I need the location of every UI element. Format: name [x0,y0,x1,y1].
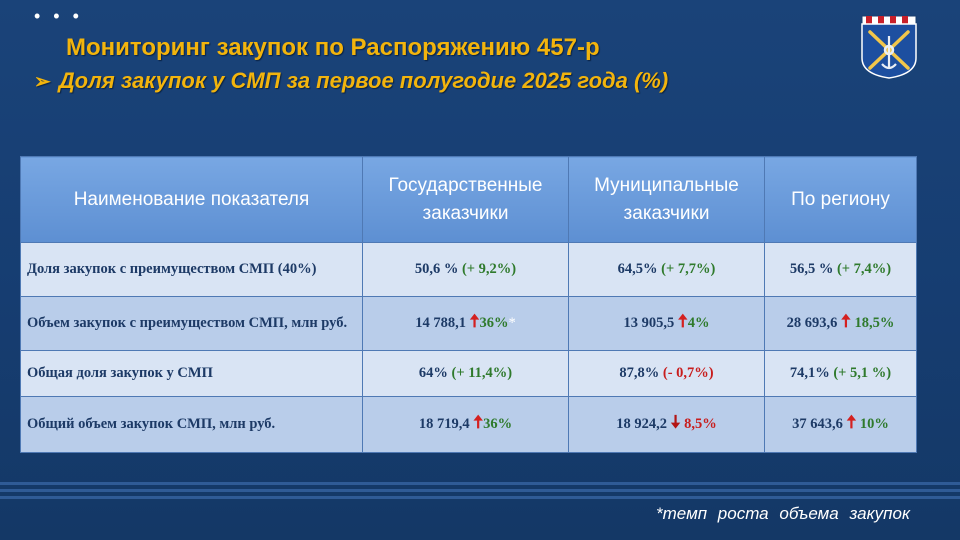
cell-municipal: 64,5% (+ 7,7%) [568,242,765,297]
cell-state: 64% (+ 11,4%) [362,350,569,397]
table-row: Общий объем закупок СМП, млн руб. 18 719… [20,396,917,453]
arrow-up-icon: 🠅 [469,311,480,332]
cell-change: (+ 11,4%) [451,365,513,381]
cell-value: 64% [418,365,448,381]
growth-percent: 36% [483,416,513,432]
table-header-row: Наименование показателя Государственные … [20,156,917,243]
cell-value: 37 643,6 [792,416,843,432]
arrow-up-icon: 🠅 [841,311,851,332]
column-header-municipal: Муниципальные заказчики [568,156,765,243]
cell-change: (+ 7,4%) [836,261,892,277]
footnote: *темп роста объема закупок [656,504,910,523]
cell-change: (- 0,7%) [662,365,714,381]
growth-percent: 4% [687,315,710,331]
arrow-down-icon: 🠇 [670,412,681,433]
growth-percent: 18,5% [854,315,895,331]
cell-value: 87,8% [619,365,660,381]
decorative-stripes [0,480,960,510]
row-label: Общая доля закупок у СМП [20,350,363,397]
row-label: Объем закупок с преимуществом СМП, млн р… [20,296,363,351]
smp-procurement-table: Наименование показателя Государственные … [20,156,917,453]
cell-region: 28 693,6 🠅 18,5% [764,296,917,351]
cell-municipal: 87,8% (- 0,7%) [568,350,765,397]
column-header-region: По региону [764,156,917,243]
cell-value: 64,5% [617,261,658,277]
column-header-indicator: Наименование показателя [20,156,363,243]
cell-change: (+ 9,2%) [461,261,517,277]
table-row: Общая доля закупок у СМП 64% (+ 11,4%) 8… [20,350,917,397]
arrow-up-icon: 🠅 [473,412,484,433]
footnote-marker: * [508,315,516,331]
cell-change: (+ 5,1 %) [833,365,892,381]
cell-region: 37 643,6 🠅 10% [764,396,917,453]
cell-state: 18 719,4 🠅36% [362,396,569,453]
column-header-state: Государственные заказчики [362,156,569,243]
menu-dots: • • • [34,6,83,26]
arrow-up-icon: 🠅 [846,412,857,433]
table-row: Объем закупок с преимуществом СМП, млн р… [20,296,917,351]
cell-region: 56,5 % (+ 7,4%) [764,242,917,297]
cell-value: 74,1% [789,365,830,381]
cell-municipal: 13 905,5 🠅4% [568,296,765,351]
bullet-arrow-icon: ➢ [34,71,51,93]
cell-value: 28 693,6 [786,315,838,331]
cell-value: 18 719,4 [418,416,470,432]
cell-state: 14 788,1 🠅36%* [362,296,569,351]
growth-percent: 8,5% [684,416,717,432]
cell-value: 56,5 % [789,261,834,277]
row-label: Общий объем закупок СМП, млн руб. [20,396,363,453]
leningrad-oblast-coat-of-arms-icon [861,15,917,79]
cell-state: 50,6 % (+ 9,2%) [362,242,569,297]
cell-value: 50,6 % [414,261,459,277]
page-subtitle: ➢ Доля закупок у СМП за первое полугодие … [34,68,668,94]
growth-percent: 36% [479,315,509,331]
cell-value: 13 905,5 [623,315,675,331]
cell-value: 14 788,1 [415,315,466,331]
cell-region: 74,1% (+ 5,1 %) [764,350,917,397]
row-label: Доля закупок с преимуществом СМП (40%) [20,242,363,297]
page-title: Мониторинг закупок по Распоряжению 457-р [66,34,600,61]
cell-municipal: 18 924,2 🠇 8,5% [568,396,765,453]
cell-change: (+ 7,7%) [661,261,716,277]
table-row: Доля закупок с преимуществом СМП (40%) 5… [20,242,917,297]
subtitle-text: Доля закупок у СМП за первое полугодие 2… [58,68,669,93]
growth-percent: 10% [859,416,889,432]
arrow-up-icon: 🠅 [677,311,688,332]
cell-value: 18 924,2 [616,416,667,432]
